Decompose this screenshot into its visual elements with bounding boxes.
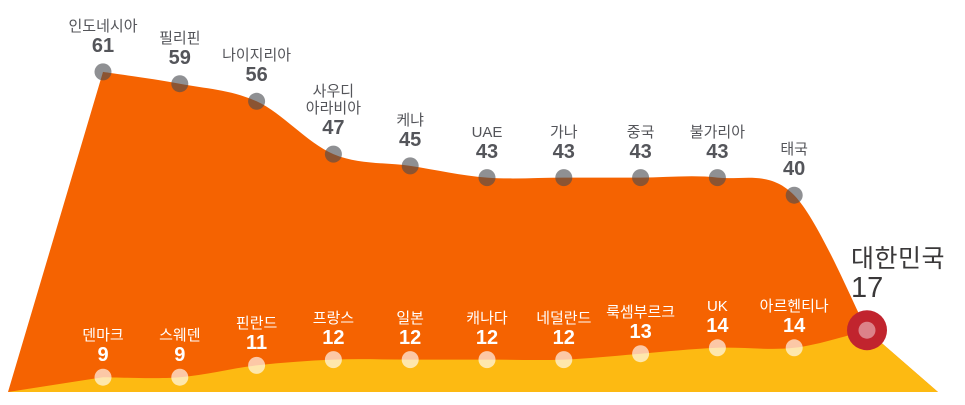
lower-point-marker [478, 351, 496, 369]
upper-point-marker [632, 169, 650, 187]
upper-point-marker [324, 145, 342, 163]
upper-point-marker [94, 63, 112, 81]
upper-point-marker [708, 169, 726, 187]
upper-point-marker [478, 169, 496, 187]
upper-area-series [8, 71, 938, 393]
lower-point-marker [94, 368, 112, 386]
upper-point-marker [785, 186, 803, 204]
lower-point-marker [171, 368, 189, 386]
upper-point-marker [401, 157, 419, 175]
lower-point-marker [401, 351, 419, 369]
highlight-marker-inner [858, 321, 876, 339]
lower-point-marker [555, 351, 573, 369]
lower-point-marker [632, 345, 650, 363]
lower-point-marker [785, 339, 803, 357]
upper-point-marker [248, 92, 266, 110]
lower-point-marker [708, 339, 726, 357]
lower-area-series [8, 330, 938, 392]
lower-point-marker [248, 356, 266, 374]
lower-point-marker [324, 351, 342, 369]
upper-point-marker [171, 75, 189, 93]
upper-point-marker [555, 169, 573, 187]
